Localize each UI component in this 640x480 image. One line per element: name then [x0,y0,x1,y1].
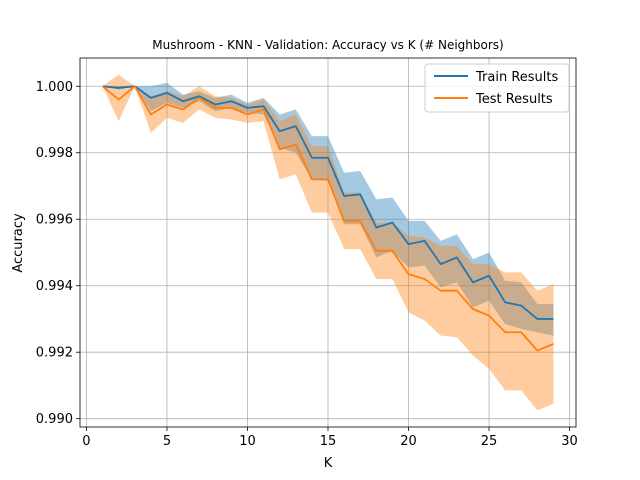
x-tick-label: 20 [400,434,417,449]
test-confidence-band [102,74,554,411]
y-axis-ticks: 0.990 0.992 0.994 0.996 0.998 1.000 [36,80,80,427]
legend-label-test: Test Results [475,92,553,107]
test-results-line [101,85,554,352]
x-tick-label: 10 [239,434,256,449]
train-confidence-band [102,82,554,336]
train-results-line [102,85,554,320]
legend-label-train: Train Results [475,70,558,85]
y-tick-label: 0.998 [36,146,73,161]
x-tick-label: 25 [481,434,498,449]
confidence-bands [102,74,554,411]
y-tick-label: 0.994 [36,279,73,294]
x-tick-label: 30 [561,434,578,449]
x-tick-label: 5 [163,434,171,449]
series-lines [101,85,554,352]
x-axis-ticks: 0 5 10 15 20 25 30 [82,427,578,449]
y-axis-label: Accuracy [11,213,26,273]
x-tick-label: 0 [82,434,90,449]
x-tick-label: 15 [320,434,337,449]
x-axis-label: K [324,456,333,471]
y-tick-label: 1.000 [36,80,73,95]
chart-title: Mushroom - KNN - Validation: Accuracy vs… [152,38,503,52]
y-tick-label: 0.990 [36,412,73,427]
grid [80,58,576,427]
legend: Train Results Test Results [424,63,570,113]
y-tick-label: 0.992 [36,346,73,361]
y-tick-label: 0.996 [36,213,73,228]
